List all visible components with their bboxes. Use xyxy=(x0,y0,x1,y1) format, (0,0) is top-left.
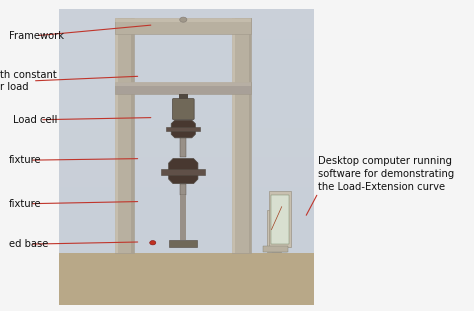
Bar xyxy=(161,169,205,175)
Bar xyxy=(59,231,314,246)
Bar xyxy=(180,183,186,196)
Bar xyxy=(59,157,314,172)
Bar xyxy=(59,253,314,305)
Bar xyxy=(169,240,197,247)
Circle shape xyxy=(180,17,187,22)
Bar xyxy=(59,187,314,202)
Bar xyxy=(59,113,314,128)
Bar xyxy=(115,82,251,94)
Bar xyxy=(59,98,314,113)
Bar xyxy=(59,275,314,290)
Bar xyxy=(179,94,188,100)
Bar xyxy=(59,216,314,231)
Polygon shape xyxy=(169,159,198,183)
Bar xyxy=(59,128,314,142)
Bar xyxy=(166,127,200,131)
Text: Framework: Framework xyxy=(9,31,64,41)
Bar xyxy=(271,196,289,244)
Text: th constant
r load: th constant r load xyxy=(0,70,57,92)
Bar xyxy=(115,18,251,35)
Bar xyxy=(59,290,314,305)
Bar xyxy=(267,210,281,252)
Bar xyxy=(59,253,314,258)
Text: Desktop computer running
software for demonstrating
the Load-Extension curve: Desktop computer running software for de… xyxy=(318,156,455,192)
Bar xyxy=(59,142,314,157)
Text: fixture: fixture xyxy=(9,155,41,165)
Bar xyxy=(59,202,314,216)
Bar xyxy=(115,18,118,253)
Bar xyxy=(131,18,134,253)
Text: fixture: fixture xyxy=(9,199,41,209)
Bar xyxy=(59,172,314,187)
Bar xyxy=(115,82,251,86)
Bar xyxy=(115,18,251,22)
Bar xyxy=(180,138,186,157)
Bar xyxy=(248,18,251,253)
FancyBboxPatch shape xyxy=(173,99,194,120)
Bar xyxy=(59,9,314,305)
Bar xyxy=(59,39,314,53)
Text: Load cell: Load cell xyxy=(13,115,57,125)
Bar xyxy=(272,247,287,252)
Bar xyxy=(59,68,314,83)
Bar xyxy=(59,24,314,39)
Polygon shape xyxy=(171,120,195,138)
Bar xyxy=(59,83,314,98)
Text: ed base: ed base xyxy=(9,239,48,249)
Circle shape xyxy=(150,241,156,245)
Bar xyxy=(59,54,314,68)
Bar xyxy=(232,18,251,253)
Bar xyxy=(59,260,314,275)
Bar xyxy=(59,246,314,261)
Bar xyxy=(269,191,291,247)
Bar xyxy=(59,9,314,24)
Bar xyxy=(263,246,288,252)
Bar xyxy=(115,18,134,253)
Bar xyxy=(180,196,186,240)
Bar xyxy=(232,18,235,253)
